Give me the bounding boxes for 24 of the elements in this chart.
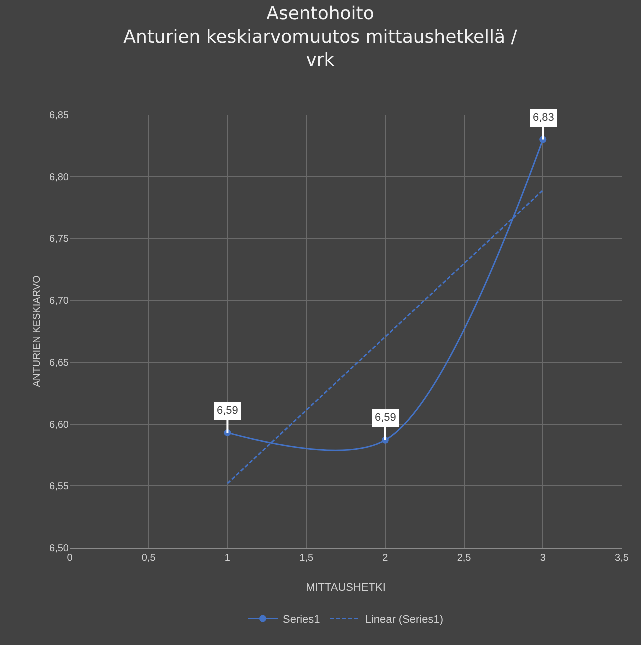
x-tick-label: 2,5 bbox=[457, 553, 472, 564]
data-label: 6,83 bbox=[533, 112, 554, 124]
y-tick-label: 6,60 bbox=[50, 420, 70, 431]
y-tick-label: 6,80 bbox=[50, 172, 70, 184]
x-tick-label: 0,5 bbox=[142, 553, 156, 564]
x-tick-label: 3 bbox=[540, 553, 546, 564]
y-tick-label: 6,55 bbox=[50, 482, 70, 493]
x-tick-label: 3,5 bbox=[615, 553, 630, 564]
y-tick-label: 6,75 bbox=[50, 234, 70, 246]
chart-title: Asentohoito Anturien keskiarvomuutos mittaushetkellä / vrk bbox=[124, 3, 518, 72]
x-tick-label: 2 bbox=[382, 553, 389, 564]
y-tick-label: 6,65 bbox=[50, 358, 70, 369]
x-tick-label: 1 bbox=[224, 553, 231, 564]
x-tick-label: 0 bbox=[67, 553, 74, 564]
y-axis-title: ANTURIEN KESKIARVO bbox=[32, 276, 43, 388]
legend-label: Linear (Series1) bbox=[365, 614, 444, 626]
y-tick-label: 6,85 bbox=[50, 110, 70, 122]
data-label: 6,59 bbox=[217, 405, 238, 417]
y-tick-label: 6,50 bbox=[50, 544, 70, 554]
data-label: 6,59 bbox=[375, 412, 396, 424]
x-axis-title: MITTAUSHETKI bbox=[306, 582, 386, 594]
y-tick-label: 6,70 bbox=[50, 296, 70, 308]
x-tick-label: 1,5 bbox=[300, 553, 314, 564]
legend-label: Series1 bbox=[283, 614, 320, 626]
